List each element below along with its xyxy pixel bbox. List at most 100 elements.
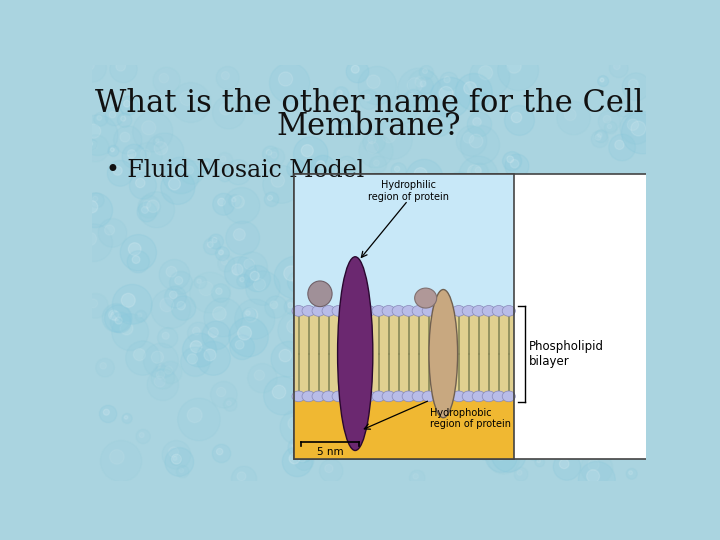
Circle shape <box>116 62 125 71</box>
Circle shape <box>622 73 650 100</box>
Circle shape <box>168 178 181 190</box>
Circle shape <box>510 210 521 222</box>
Circle shape <box>212 96 246 129</box>
Circle shape <box>362 389 369 395</box>
Circle shape <box>160 361 182 383</box>
Circle shape <box>306 176 333 203</box>
Circle shape <box>227 401 231 406</box>
Circle shape <box>399 447 409 457</box>
Circle shape <box>414 167 427 180</box>
Circle shape <box>575 202 595 223</box>
Circle shape <box>268 195 273 200</box>
Circle shape <box>217 448 223 455</box>
Circle shape <box>552 402 563 413</box>
Circle shape <box>514 266 522 274</box>
Circle shape <box>595 134 601 140</box>
Circle shape <box>274 256 317 299</box>
Circle shape <box>555 408 569 421</box>
Circle shape <box>524 437 547 461</box>
Circle shape <box>552 274 565 287</box>
Ellipse shape <box>412 306 426 316</box>
Circle shape <box>523 245 526 248</box>
Circle shape <box>568 217 598 248</box>
Circle shape <box>158 364 161 368</box>
Circle shape <box>349 187 354 192</box>
Circle shape <box>598 133 602 137</box>
Circle shape <box>471 296 485 310</box>
Circle shape <box>408 405 431 428</box>
Circle shape <box>524 380 534 389</box>
Circle shape <box>372 332 405 366</box>
Circle shape <box>246 271 280 305</box>
Circle shape <box>622 247 639 264</box>
Circle shape <box>449 233 472 256</box>
Circle shape <box>139 433 144 437</box>
Circle shape <box>423 69 428 73</box>
Circle shape <box>492 438 526 472</box>
Circle shape <box>162 441 191 469</box>
Circle shape <box>299 455 305 462</box>
Circle shape <box>187 354 197 364</box>
Circle shape <box>385 309 392 316</box>
Circle shape <box>427 112 451 137</box>
Circle shape <box>626 251 631 256</box>
Circle shape <box>479 66 492 80</box>
Circle shape <box>508 401 546 438</box>
Circle shape <box>291 164 297 170</box>
Circle shape <box>207 242 213 247</box>
Ellipse shape <box>392 391 405 402</box>
Circle shape <box>526 256 535 265</box>
Circle shape <box>454 278 471 294</box>
Ellipse shape <box>362 391 375 402</box>
Circle shape <box>456 73 492 110</box>
Circle shape <box>499 446 511 457</box>
Circle shape <box>530 178 534 184</box>
Ellipse shape <box>503 391 516 402</box>
Circle shape <box>544 372 557 384</box>
Circle shape <box>151 351 163 363</box>
Circle shape <box>521 288 534 301</box>
Circle shape <box>432 252 455 275</box>
Circle shape <box>629 79 638 89</box>
Circle shape <box>132 256 140 264</box>
Circle shape <box>437 316 458 338</box>
Circle shape <box>416 77 433 94</box>
Circle shape <box>397 68 441 111</box>
Circle shape <box>325 464 333 472</box>
Circle shape <box>588 418 598 427</box>
Circle shape <box>469 134 483 148</box>
Circle shape <box>383 373 413 403</box>
Ellipse shape <box>402 391 415 402</box>
Circle shape <box>400 362 441 404</box>
Circle shape <box>265 296 287 318</box>
Circle shape <box>86 139 97 150</box>
Circle shape <box>346 60 369 83</box>
Circle shape <box>322 259 340 276</box>
Circle shape <box>86 201 98 213</box>
Circle shape <box>226 160 251 185</box>
Circle shape <box>224 398 237 411</box>
Ellipse shape <box>472 391 485 402</box>
Ellipse shape <box>442 391 455 402</box>
Circle shape <box>598 342 606 349</box>
Circle shape <box>409 372 423 386</box>
Circle shape <box>169 291 177 299</box>
Circle shape <box>162 332 169 339</box>
Circle shape <box>423 354 444 375</box>
Circle shape <box>577 222 597 241</box>
Circle shape <box>614 266 639 292</box>
Ellipse shape <box>312 391 325 402</box>
Circle shape <box>474 393 486 405</box>
Circle shape <box>192 327 200 335</box>
Circle shape <box>492 448 504 459</box>
Circle shape <box>354 240 364 251</box>
Circle shape <box>598 111 620 132</box>
Circle shape <box>301 145 313 157</box>
Circle shape <box>385 353 397 365</box>
Circle shape <box>614 242 644 273</box>
Circle shape <box>386 374 394 382</box>
Circle shape <box>254 370 264 380</box>
Circle shape <box>532 418 562 448</box>
Circle shape <box>294 451 314 470</box>
Circle shape <box>439 86 453 100</box>
